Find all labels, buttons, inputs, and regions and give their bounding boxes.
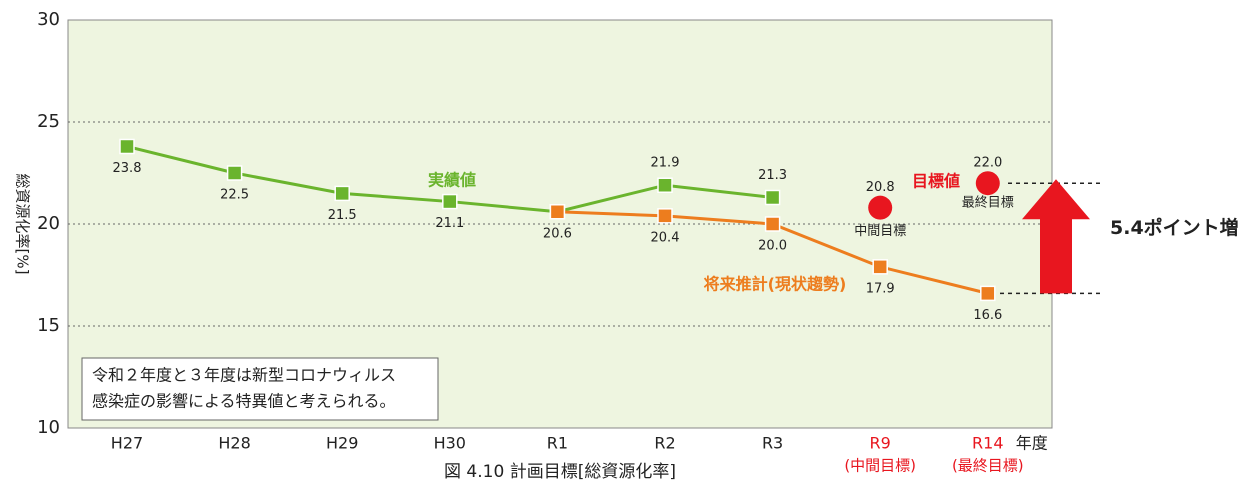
marker — [868, 195, 893, 220]
marker — [764, 189, 781, 206]
data-label: 21.5 — [328, 208, 357, 223]
x-tick-label: H28 — [218, 434, 250, 453]
y-tick-label: 25 — [37, 111, 60, 132]
x-axis-suffix: 年度 — [1016, 434, 1048, 453]
marker — [549, 204, 566, 220]
series-label: 実績値 — [428, 171, 476, 190]
x-tick-label: R2 — [654, 434, 675, 453]
data-label: 21.1 — [435, 216, 464, 231]
note-box — [81, 357, 439, 421]
x-tick-label: H30 — [434, 434, 466, 453]
increase-arrow — [1022, 179, 1090, 294]
x-tick-label: H27 — [111, 434, 143, 453]
marker — [872, 259, 888, 275]
caption: 図 4.10 計画目標[総資源化率] — [444, 462, 676, 482]
marker — [980, 285, 996, 302]
note: 令和２年度と３年度は新型コロナウィルス — [92, 366, 396, 385]
y-tick-label: 30 — [37, 9, 60, 30]
x-tick-label: R9 — [870, 434, 891, 453]
data-label: 16.6 — [973, 308, 1002, 323]
y-tick-label: 20 — [37, 213, 60, 234]
increase-label: 5.4ポイント増 — [1110, 216, 1239, 239]
data-label: 20.4 — [651, 230, 680, 245]
x-tick-label: H29 — [326, 434, 358, 453]
data-label: 20.6 — [543, 226, 572, 241]
y-axis-label: 総資源化率[%] — [14, 174, 32, 275]
data-label: 22.0 — [973, 156, 1002, 171]
data-label: 20.8 — [866, 180, 895, 195]
marker — [975, 171, 1000, 196]
data-label: 21.9 — [651, 156, 680, 171]
x-tick-sublabel: (最終目標) — [952, 457, 1024, 475]
marker — [657, 177, 673, 193]
point-note: 中間目標 — [854, 224, 906, 239]
x-tick-label: R3 — [762, 434, 783, 453]
data-label: 20.0 — [758, 239, 787, 254]
point-note: 最終目標 — [962, 195, 1014, 211]
data-label: 17.9 — [866, 281, 895, 296]
data-label: 21.3 — [758, 168, 787, 183]
data-label: 22.5 — [220, 188, 249, 203]
marker — [334, 185, 350, 202]
y-tick-label: 15 — [37, 315, 60, 336]
marker — [226, 165, 243, 181]
series-label: 目標値 — [912, 172, 960, 191]
series-label: 将来推計(現状趨勢) — [704, 275, 847, 294]
marker — [442, 193, 458, 210]
marker — [119, 138, 135, 155]
x-tick-label: R1 — [547, 434, 568, 453]
note: 感染症の影響による特異値と考えられる。 — [92, 392, 396, 411]
x-tick-sublabel: (中間目標) — [844, 457, 916, 475]
marker — [657, 208, 673, 224]
marker — [764, 216, 781, 232]
y-tick-label: 10 — [37, 417, 60, 438]
data-label: 23.8 — [113, 161, 142, 176]
x-tick-label: R14 — [972, 434, 1003, 453]
